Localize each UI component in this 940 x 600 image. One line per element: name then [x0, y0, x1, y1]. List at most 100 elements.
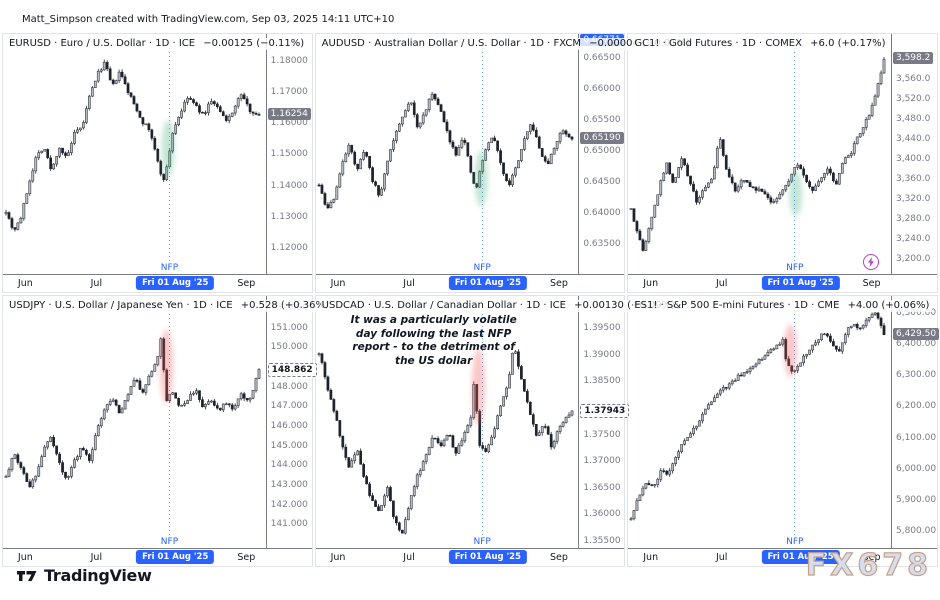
candle-body — [224, 115, 228, 121]
time-axis[interactable]: Jun Jul Fri 01 Aug '25 Sep — [628, 274, 937, 292]
nfp-date-badge[interactable]: Fri 01 Aug '25 — [448, 276, 528, 290]
candle-body — [52, 163, 55, 170]
candlestick-chart[interactable] — [316, 296, 579, 548]
candle-body — [495, 415, 499, 430]
time-axis[interactable]: Jun Jul Fri 01 Aug '25 Sep — [315, 548, 625, 566]
candle-body — [341, 435, 344, 448]
candle-body — [728, 383, 731, 389]
candle-body — [132, 96, 136, 105]
chart-panel-eurusd: NFP EURUSD · Euro / U.S. Dollar · 1D · I… — [2, 33, 313, 293]
candlestick-chart[interactable] — [628, 34, 891, 274]
nfp-date-badge[interactable]: Fri 01 Aug '25 — [761, 550, 840, 564]
candle-body — [236, 398, 240, 406]
time-axis[interactable]: Jun Jul Fri 01 Aug '25 Sep — [628, 548, 937, 566]
candle-body — [218, 407, 222, 411]
plot-area[interactable]: NFP — [3, 296, 266, 548]
candle-body — [198, 105, 201, 113]
candlestick-chart[interactable] — [3, 296, 266, 548]
nfp-date-badge[interactable]: Fri 01 Aug '25 — [136, 550, 215, 564]
candle-body — [79, 127, 82, 131]
candle-body — [34, 157, 38, 172]
plot-area[interactable]: NFP — [628, 34, 891, 274]
candle-body — [725, 387, 728, 389]
candle-body — [760, 359, 764, 361]
candle-body — [373, 181, 377, 186]
price-tick-label: 1.36000 — [583, 509, 621, 520]
candle-body — [34, 475, 38, 481]
flash-events-icon[interactable] — [862, 254, 879, 270]
candle-body — [707, 182, 711, 188]
candle-body — [138, 110, 142, 118]
candlestick-chart[interactable] — [316, 34, 579, 274]
candle-body — [85, 449, 88, 455]
candle-body — [221, 111, 225, 117]
time-axis[interactable]: Jun Jul Fri 01 Aug '25 Sep — [315, 274, 625, 292]
candle-body — [519, 149, 523, 161]
candlestick-chart[interactable] — [628, 296, 891, 548]
symbol-title[interactable]: USDJPY · U.S. Dollar / Japanese Yen · 1D… — [8, 300, 332, 312]
nfp-highlight-ellipse — [789, 171, 803, 217]
candle-body — [513, 167, 517, 176]
candle-body — [55, 156, 58, 165]
price-axis[interactable]: 1.18000 1.17000 1.16000 1.15000 1.14000 1.130… — [265, 34, 312, 274]
candle-body — [674, 457, 678, 464]
candle-body — [61, 147, 64, 154]
candle-body — [466, 425, 469, 433]
candle-body — [460, 139, 463, 148]
price-axis[interactable]: 0.66500 0.66000 0.65500 0.65000 0.64500 0.640… — [578, 34, 625, 274]
price-axis[interactable]: 1.39500 1.39000 1.38500 1.37500 1.37000 1.365… — [578, 296, 630, 548]
candle-body — [317, 353, 321, 355]
candle-body — [323, 362, 326, 378]
candle-body — [120, 408, 124, 414]
plot-area[interactable]: NFP — [316, 34, 579, 274]
nfp-date-badge[interactable]: Fri 01 Aug '25 — [136, 276, 215, 290]
price-tick-label: 1.15000 — [270, 149, 308, 160]
tradingview-logo[interactable]: TradingView — [16, 566, 152, 585]
price-tick-label: 0.65000 — [583, 145, 621, 156]
nfp-highlight-ellipse — [474, 150, 488, 207]
candle-body — [245, 397, 249, 401]
candle-body — [406, 508, 410, 520]
price-axis[interactable]: 3,560.0 3,520.0 3,480.0 3,440.0 3,400.0 3,360… — [890, 34, 937, 274]
symbol-title[interactable]: USDCAD · U.S. Dollar / Canadian Dollar ·… — [320, 300, 679, 312]
candle-body — [486, 142, 490, 150]
plot-area[interactable]: It was a particularly volatile day follo… — [316, 296, 579, 548]
symbol-title[interactable]: ES1! · S&P 500 E-mini Futures · 1D · CME… — [633, 300, 933, 312]
candle-body — [635, 500, 639, 511]
candle-body — [832, 341, 836, 347]
candle-body — [224, 403, 228, 406]
symbol-title[interactable]: GC1! · Gold Futures · 1D · COMEX +6.0 (+… — [633, 38, 889, 50]
candle-body — [439, 442, 443, 447]
last-price-label: 148.862 — [267, 362, 317, 377]
text-annotation[interactable]: It was a particularly volatile day follo… — [350, 314, 517, 367]
price-axis[interactable]: 152.000151.000150.000148.000147.000146.0… — [265, 296, 317, 548]
candle-body — [859, 133, 862, 138]
plot-area[interactable]: NFP — [628, 296, 891, 548]
time-axis[interactable]: Jun Jul Fri 01 Aug '25 Sep — [3, 548, 312, 566]
candle-body — [740, 180, 743, 188]
candle-body — [826, 333, 830, 337]
candle-body — [221, 403, 225, 411]
candle-body — [880, 317, 883, 326]
candle-body — [43, 446, 47, 457]
candlestick-chart[interactable] — [3, 34, 266, 274]
candle-body — [466, 142, 469, 157]
candle-body — [7, 469, 11, 477]
nfp-date-badge[interactable]: Fri 01 Aug '25 — [448, 550, 528, 564]
plot-area[interactable]: NFP — [3, 34, 266, 274]
price-axis[interactable]: 6,500.00 6,400.00 6,300.00 6,200.00 6,100.00… — [890, 296, 940, 548]
symbol-title[interactable]: EURUSD · Euro / U.S. Dollar · 1D · ICE −… — [8, 38, 308, 50]
candle-body — [412, 102, 416, 115]
nfp-event-label: NFP — [786, 537, 804, 547]
price-tick-label: 6,100.00 — [895, 432, 937, 443]
candle-body — [144, 123, 148, 126]
candle-body — [772, 201, 776, 203]
price-tick-label: 3,480.0 — [895, 113, 931, 124]
time-axis[interactable]: Jun Jul Fri 01 Aug '25 Sep — [3, 274, 312, 292]
candle-body — [713, 397, 717, 403]
candle-body — [564, 416, 568, 423]
candle-body — [382, 173, 386, 190]
candle-body — [344, 446, 347, 458]
nfp-date-badge[interactable]: Fri 01 Aug '25 — [761, 276, 840, 290]
candle-body — [213, 101, 216, 105]
